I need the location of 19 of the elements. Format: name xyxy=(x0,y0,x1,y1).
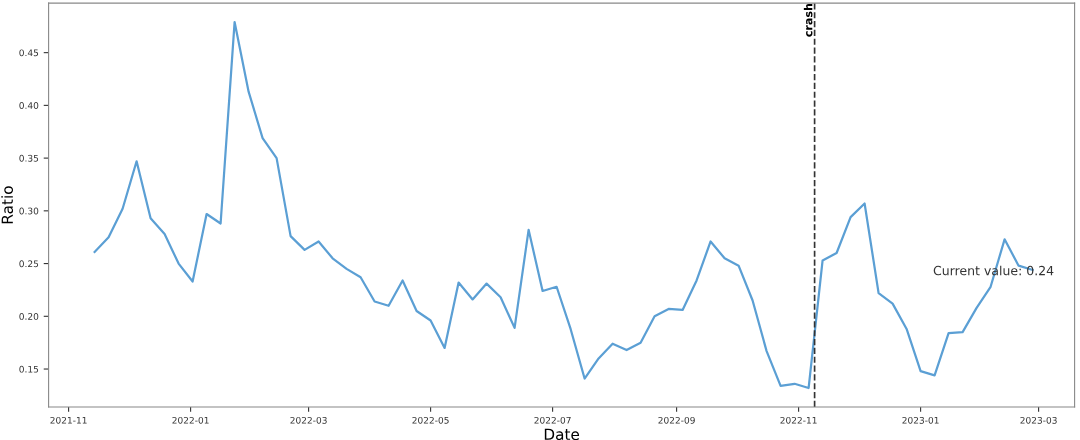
y-tick-label: 0.45 xyxy=(19,49,39,57)
y-tick-label: 0.25 xyxy=(19,260,39,268)
x-tick-label: 2023-01 xyxy=(902,416,939,424)
x-tick-label: 2022-09 xyxy=(658,416,695,424)
ref-line-label: crash xyxy=(803,3,813,37)
x-tick-label: 2022-05 xyxy=(412,416,449,424)
y-axis-title: Ratio xyxy=(1,186,14,224)
y-tick-label: 0.35 xyxy=(19,154,39,162)
x-tick-label: 2021-11 xyxy=(50,416,87,424)
y-tick-label: 0.30 xyxy=(19,207,39,215)
x-tick-label: 2022-07 xyxy=(534,416,571,424)
y-tick-label: 0.15 xyxy=(19,365,39,373)
x-tick-label: 2022-11 xyxy=(780,416,817,424)
x-tick-label: 2023-03 xyxy=(1020,416,1057,424)
x-axis-title: Date xyxy=(544,428,580,440)
x-tick-label: 2022-01 xyxy=(172,416,209,424)
y-tick-label: 0.40 xyxy=(19,102,39,109)
x-tick-label: 2022-03 xyxy=(290,416,327,424)
y-tick-label: 0.20 xyxy=(19,313,39,320)
